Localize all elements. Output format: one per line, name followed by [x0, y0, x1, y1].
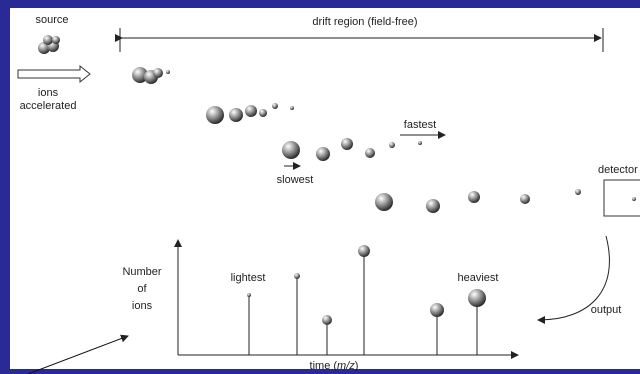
panel: [10, 8, 640, 369]
heaviest-label: heaviest: [458, 272, 499, 284]
y-label: Number: [122, 266, 161, 278]
detector-ion: [632, 197, 636, 201]
output-label: output: [591, 304, 622, 316]
source-label: source: [35, 14, 68, 26]
y-label: of: [137, 283, 147, 295]
diagram: source ions accelerated drift region (fi…: [0, 0, 640, 374]
x-label-prefix: time (: [310, 360, 338, 372]
x-label-suffix: ): [355, 360, 359, 372]
ions-label: ions: [38, 87, 59, 99]
slowest-label: slowest: [277, 174, 314, 186]
y-label: ions: [132, 300, 153, 312]
lightest-label: lightest: [231, 272, 266, 284]
fastest-label: fastest: [404, 119, 436, 131]
detector-label: detector: [598, 164, 638, 176]
x-label-italic: m/z: [337, 360, 355, 372]
x-label: time (m/z): [310, 360, 359, 372]
accelerated-label: accelerated: [20, 100, 77, 112]
drift-label: drift region (field-free): [312, 16, 417, 28]
page: {"source": "source", "ions_accelerated":…: [0, 0, 640, 374]
